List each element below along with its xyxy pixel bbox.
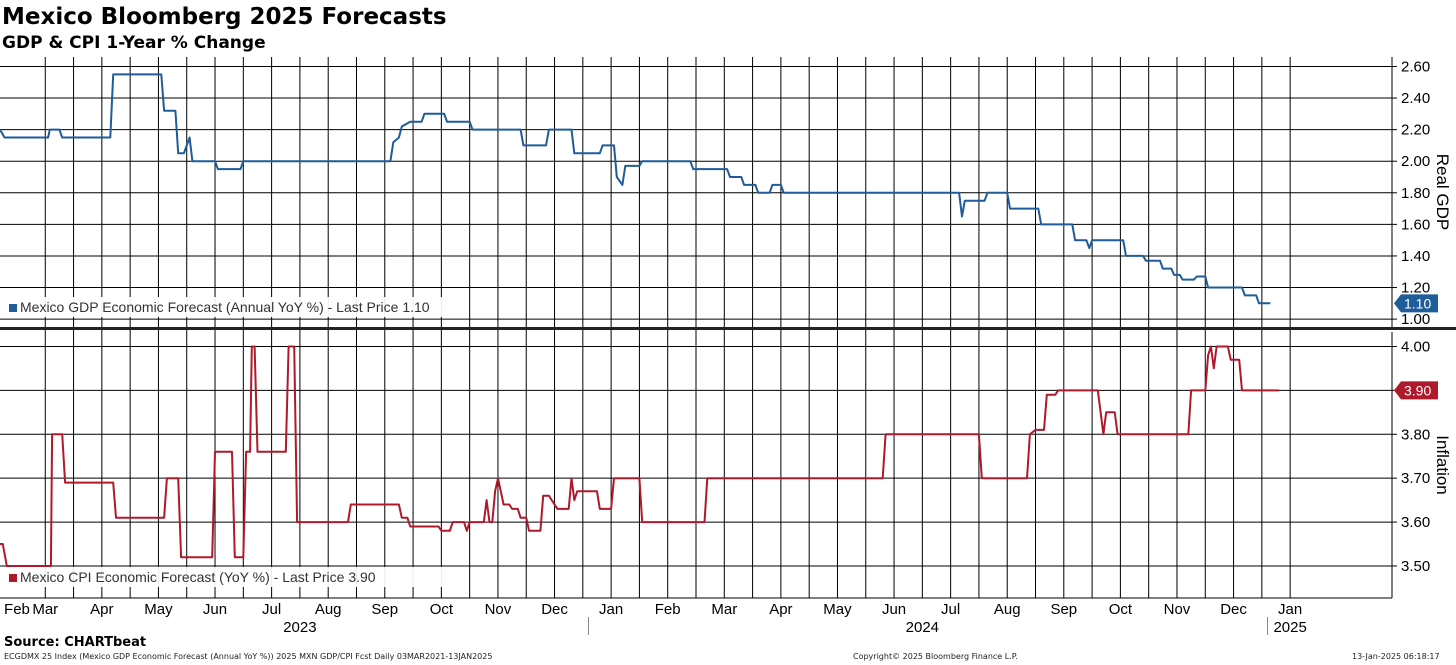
x-tick-label: Sep xyxy=(371,601,398,618)
label-layer: 1.10 Mexico GDP Economic Forecast (Annual… xyxy=(1,154,1452,587)
x-tick-label: Sep xyxy=(1050,601,1077,618)
x-tick-label: Nov xyxy=(485,601,512,618)
x-tick-label: Aug xyxy=(315,601,342,618)
x-tick-label: Feb xyxy=(655,601,681,618)
x-tick-label: Jul xyxy=(941,601,960,618)
y-tick-label: 1.00 xyxy=(1401,311,1430,328)
x-tick-label: Jan xyxy=(599,601,623,618)
chart-title: Mexico Bloomberg 2025 Forecasts xyxy=(2,4,447,30)
y-tick-label: 3.80 xyxy=(1401,426,1430,443)
gdp-last-price-badge xyxy=(1394,294,1438,313)
x-tick-label: Mar xyxy=(32,601,58,618)
x-tick-label: Apr xyxy=(90,601,113,618)
x-year-label: 2025 xyxy=(1273,619,1306,636)
y-tick-label: 3.60 xyxy=(1401,514,1430,531)
x-tick-label: Jun xyxy=(882,601,906,618)
cpi-series-line xyxy=(0,345,1279,567)
y-tick-label: 2.60 xyxy=(1401,58,1430,75)
x-tick-label: Jun xyxy=(203,601,227,618)
x-tick-label: Apr xyxy=(769,601,792,618)
x-tick-label: Dec xyxy=(541,601,568,618)
gdp-series-line xyxy=(0,73,1271,305)
x-tick-label: Oct xyxy=(1109,601,1133,618)
x-tick-label: Feb xyxy=(4,601,30,618)
y-tick-label: 3.50 xyxy=(1401,558,1430,575)
x-tick-label: Oct xyxy=(430,601,454,618)
x-tick-label: May xyxy=(823,601,852,618)
x-year-label: 2023 xyxy=(283,619,316,636)
source-note: Source: CHARTbeat xyxy=(4,635,147,650)
x-tick-label: Dec xyxy=(1220,601,1247,618)
x-tick-label: Jan xyxy=(1278,601,1302,618)
legend-swatch xyxy=(9,574,17,582)
footer-ticker-info: ECGDMX 25 Index (Mexico GDP Economic For… xyxy=(4,652,493,661)
y-tick-label: 2.20 xyxy=(1401,122,1430,139)
footer-timestamp: 13-Jan-2025 06:18:17 xyxy=(1352,652,1440,661)
y-tick-label: 2.00 xyxy=(1401,153,1430,170)
x-year-label: 2024 xyxy=(906,619,939,636)
axis-layer: 1.00 1.20 1.40 1.60 1.80 2.00 2.20 2.40 2.60 3.50… xyxy=(0,57,1456,636)
series-layer xyxy=(0,73,1279,567)
legend-box xyxy=(1,297,450,317)
x-tick-label: May xyxy=(144,601,173,618)
y-tick-label: 3.70 xyxy=(1401,470,1430,487)
x-tick-label: Aug xyxy=(994,601,1021,618)
legend-label: Mexico GDP Economic Forecast (Annual YoY… xyxy=(20,299,430,315)
y-tick-label: 1.80 xyxy=(1401,185,1430,202)
legend-label: Mexico CPI Economic Forecast (YoY %) - L… xyxy=(20,569,376,585)
x-tick-label: Jul xyxy=(262,601,281,618)
x-tick-label: Mar xyxy=(711,601,737,618)
footer-copyright: Copyright© 2025 Bloomberg Finance L.P. xyxy=(853,652,1018,661)
last-price-value: 1.10 xyxy=(1404,295,1431,311)
cpi-last-price-badge xyxy=(1394,381,1438,400)
legend-swatch xyxy=(9,304,17,312)
last-price-value: 3.90 xyxy=(1404,382,1431,398)
cpi-axis-label: Inflation xyxy=(1433,435,1452,495)
y-tick-label: 4.00 xyxy=(1401,338,1430,355)
chart-subtitle: GDP & CPI 1-Year % Change xyxy=(2,33,266,53)
y-tick-label: 2.40 xyxy=(1401,90,1430,107)
legend-box xyxy=(1,567,450,587)
y-tick-label: 1.20 xyxy=(1401,280,1430,297)
x-tick-label: Nov xyxy=(1164,601,1191,618)
gdp-axis-label: Real GDP xyxy=(1433,154,1452,231)
y-tick-label: 1.60 xyxy=(1401,216,1430,233)
y-tick-label: 1.40 xyxy=(1401,248,1430,265)
